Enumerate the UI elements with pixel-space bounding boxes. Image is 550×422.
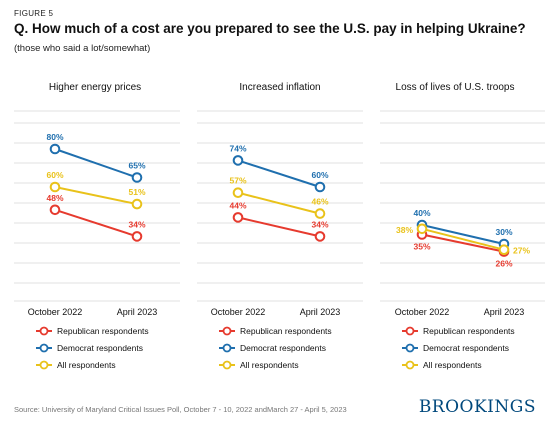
data-label: 27% [513, 246, 530, 256]
data-label: 44% [229, 200, 246, 210]
data-point-democrat-respondents [131, 172, 143, 183]
x-tick-label: April 2023 [117, 307, 158, 317]
chart-subtitle: (those who said a lot/somewhat) [14, 43, 151, 54]
figure-label: FIGURE 5 [14, 9, 54, 18]
data-label: 38% [396, 225, 413, 235]
legend-marker [39, 360, 49, 370]
series-line-democrat-respondents [421, 224, 505, 245]
series-line-all-respondents [421, 227, 505, 251]
data-point-republican-respondents [49, 204, 61, 216]
source-note: Source: University of Maryland Critical … [14, 405, 347, 414]
data-label: 34% [128, 219, 145, 229]
data-label: 40% [413, 208, 430, 218]
panel-title-energy: Higher energy prices [48, 82, 142, 93]
data-label: 46% [311, 197, 328, 207]
brookings-logo: BROOKINGS [418, 397, 536, 417]
legend-label: Democrat respondents [240, 343, 326, 353]
legend-label: Republican respondents [423, 326, 515, 336]
legend-marker [405, 360, 415, 370]
data-label: 35% [413, 242, 430, 252]
data-label: 51% [128, 187, 145, 197]
data-point-all-respondents [314, 208, 326, 219]
series-line-republican-respondents [54, 208, 138, 238]
legend-label: Democrat respondents [423, 343, 509, 353]
series-line-democrat-respondents [237, 159, 321, 188]
legend-marker [405, 343, 415, 353]
chart-title: Q. How much of a cost are you prepared t… [14, 21, 526, 36]
series-line-all-respondents [237, 191, 321, 215]
data-label: 60% [46, 170, 63, 180]
data-point-all-respondents [232, 187, 244, 198]
data-label: 34% [311, 219, 328, 229]
data-label: 30% [495, 227, 512, 237]
data-label: 80% [46, 132, 63, 142]
x-tick-label: April 2023 [300, 307, 341, 317]
data-point-all-respondents [498, 244, 510, 255]
data-label: 60% [311, 170, 328, 180]
x-tick-label: October 2022 [211, 307, 266, 317]
data-label: 74% [229, 143, 246, 153]
data-point-all-respondents [131, 198, 143, 210]
data-point-republican-respondents [131, 231, 143, 242]
legend-label: Republican respondents [240, 326, 332, 336]
x-tick-label: October 2022 [395, 307, 450, 317]
series-line-democrat-respondents [54, 148, 138, 179]
legend-marker [222, 326, 232, 336]
data-point-republican-respondents [232, 212, 244, 223]
series-line-republican-respondents [421, 233, 505, 253]
legend-marker [222, 360, 232, 370]
data-point-democrat-respondents [314, 181, 326, 193]
data-label: 65% [128, 161, 145, 171]
data-label: 48% [46, 193, 63, 203]
series-line-republican-respondents [237, 216, 321, 238]
legend-label: All respondents [240, 360, 299, 370]
legend-marker [39, 343, 49, 353]
legend-marker [39, 326, 49, 336]
legend-label: Democrat respondents [57, 343, 143, 353]
panel-title-inflation: Increased inflation [239, 82, 321, 93]
data-point-democrat-respondents [49, 143, 61, 155]
legend-label: All respondents [57, 360, 116, 370]
x-tick-label: April 2023 [484, 307, 525, 317]
data-point-democrat-respondents [232, 155, 244, 166]
x-tick-label: October 2022 [28, 307, 83, 317]
data-label: 57% [229, 176, 246, 186]
legend-label: Republican respondents [57, 326, 149, 336]
data-point-all-respondents [49, 181, 61, 193]
data-label: 26% [495, 259, 512, 269]
panel-title-troops: Loss of lives of U.S. troops [395, 82, 515, 93]
data-point-republican-respondents [314, 231, 326, 242]
legend-label: All respondents [423, 360, 482, 370]
data-point-all-respondents [416, 223, 428, 235]
legend-marker [405, 326, 415, 336]
legend-marker [222, 343, 232, 353]
series-line-all-respondents [54, 186, 138, 206]
